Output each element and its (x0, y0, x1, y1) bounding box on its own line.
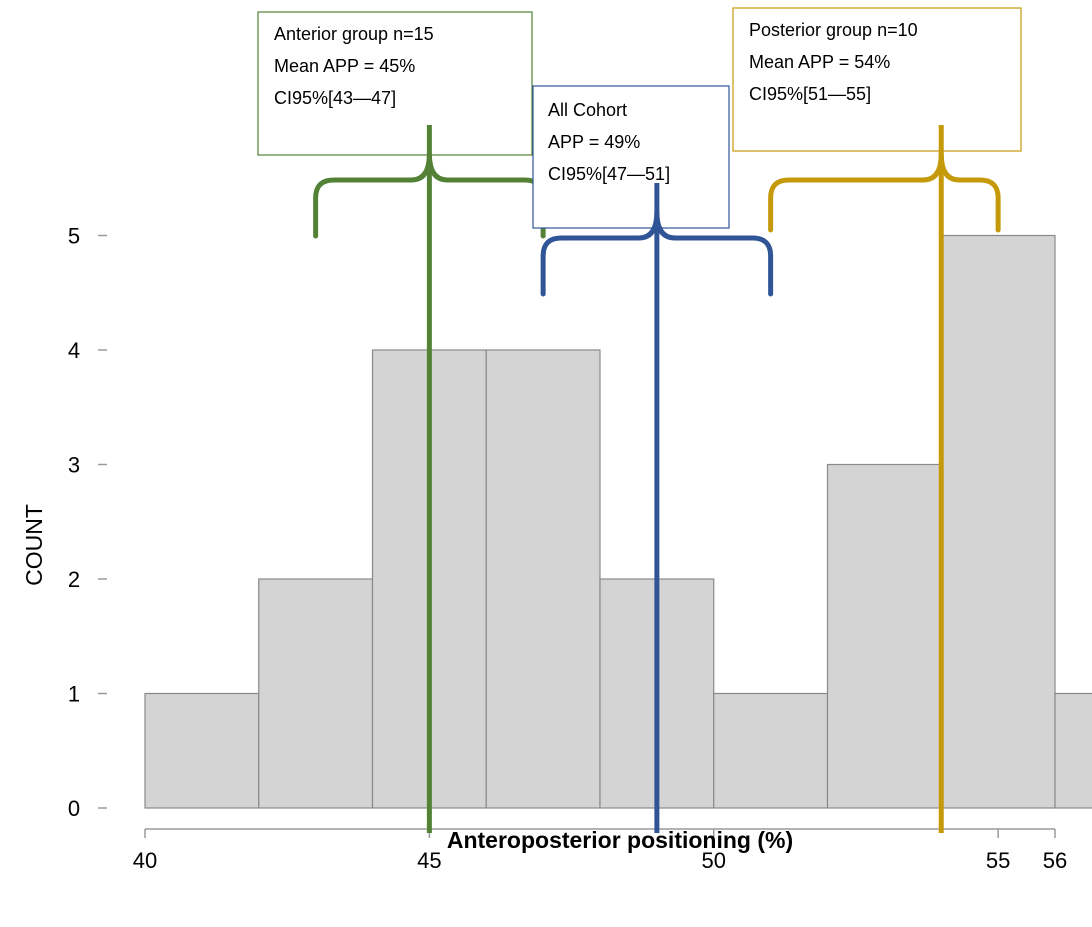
x-axis-title: Anteroposterior positioning (%) (447, 827, 793, 853)
histogram-bar (826, 463, 942, 809)
posterior-label-line: Posterior group n=10 (749, 20, 918, 40)
bars-layer (144, 234, 1092, 809)
posterior-ci-brace (768, 151, 1001, 233)
anterior-label-line: Mean APP = 45% (274, 56, 415, 76)
y-tick-label: 1 (68, 682, 80, 707)
all-cohort-label-box (532, 85, 730, 229)
y-axis-title: COUNT (21, 504, 47, 586)
anterior-annotation: Anterior group n=15 Mean APP = 45% CI95%[4… (257, 11, 546, 833)
histogram-bar (713, 692, 829, 809)
histogram-bar (1054, 692, 1092, 809)
histogram-bar (258, 578, 374, 809)
y-tick-label: 4 (68, 338, 80, 363)
all-cohort-label-line: All Cohort (548, 100, 627, 120)
x-tick-label: 56 (1043, 848, 1067, 873)
histogram-bar (940, 234, 1056, 809)
x-tick-label: 55 (986, 848, 1010, 873)
y-tick-label: 0 (68, 796, 80, 821)
all-cohort-label-line: CI95%[47—51] (548, 164, 670, 184)
all-cohort-label-line: APP = 49% (548, 132, 640, 152)
x-tick-label: 50 (702, 848, 726, 873)
all-cohort-annotation: All Cohort APP = 49% CI95%[47—51] (532, 85, 774, 833)
anterior-label-line: Anterior group n=15 (274, 24, 434, 44)
posterior-label-line: Mean APP = 54% (749, 52, 890, 72)
posterior-annotation: Posterior group n=10 Mean APP = 54% CI95%[… (732, 7, 1022, 833)
anterior-label-box (257, 11, 533, 156)
histogram-bar (485, 349, 601, 809)
y-tick-label: 5 (68, 224, 80, 249)
x-tick-label: 45 (417, 848, 441, 873)
anterior-label-line: CI95%[43—47] (274, 88, 396, 108)
y-tick-label: 2 (68, 567, 80, 592)
y-tick-label: 3 (68, 453, 80, 478)
histogram-bar (144, 692, 260, 809)
annotation-layer: Anterior group n=15 Mean APP = 45% CI95%[4… (257, 7, 1022, 833)
posterior-label-box (732, 7, 1022, 152)
posterior-label-line: CI95%[51—55] (749, 84, 871, 104)
x-tick-label: 40 (133, 848, 157, 873)
